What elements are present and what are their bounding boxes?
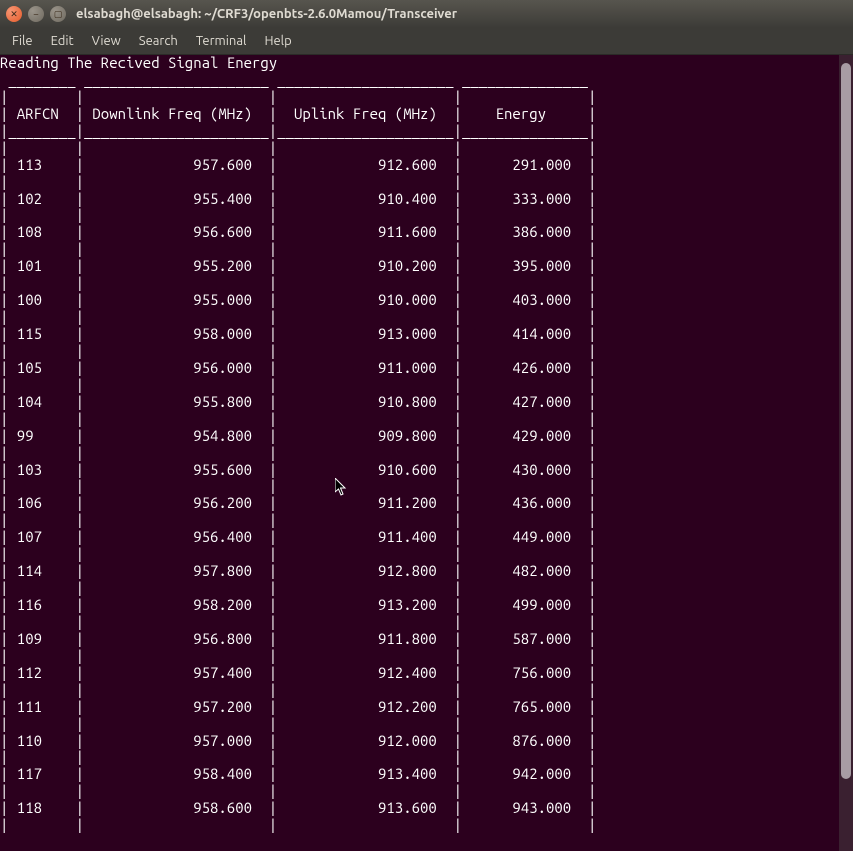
menubar: File Edit View Search Terminal Help (0, 28, 853, 55)
close-icon[interactable]: ✕ (6, 6, 22, 22)
minimize-icon[interactable]: – (28, 6, 44, 22)
window-title: elsabagh@elsabagh: ~/CRF3/openbts-2.6.0M… (76, 7, 457, 21)
window-controls: ✕ – ▢ (6, 6, 66, 22)
maximize-icon[interactable]: ▢ (50, 6, 66, 22)
menu-file[interactable]: File (4, 31, 41, 51)
menu-terminal[interactable]: Terminal (188, 31, 255, 51)
scrollbar[interactable] (839, 55, 853, 851)
menu-help[interactable]: Help (256, 31, 299, 51)
scroll-thumb[interactable] (841, 63, 851, 779)
menu-search[interactable]: Search (131, 31, 186, 51)
terminal-output[interactable]: Reading The Recived Signal Energy ______… (0, 55, 839, 851)
terminal-area: Reading The Recived Signal Energy ______… (0, 55, 853, 851)
terminal-window: ✕ – ▢ elsabagh@elsabagh: ~/CRF3/openbts-… (0, 0, 853, 851)
titlebar[interactable]: ✕ – ▢ elsabagh@elsabagh: ~/CRF3/openbts-… (0, 0, 853, 28)
menu-edit[interactable]: Edit (43, 31, 82, 51)
menu-view[interactable]: View (84, 31, 129, 51)
